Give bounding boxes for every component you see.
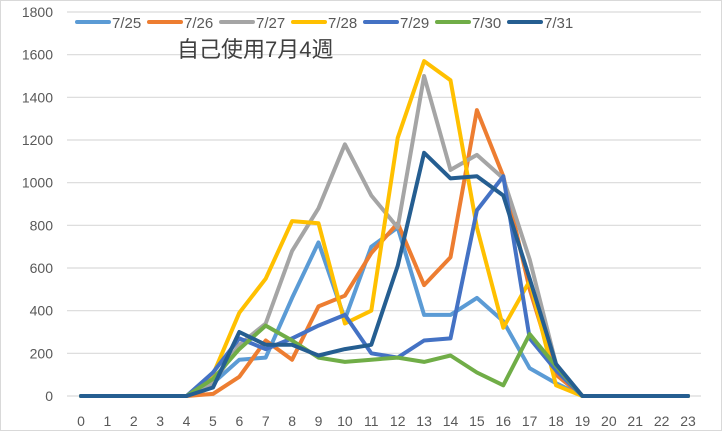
y-tick-label: 1400 bbox=[22, 89, 53, 105]
x-tick-label: 20 bbox=[601, 413, 617, 429]
series-line-7-30 bbox=[79, 323, 690, 398]
x-tick-label: 6 bbox=[235, 413, 243, 429]
y-tick-label: 1200 bbox=[22, 132, 53, 148]
legend-label: 7/25 bbox=[112, 15, 141, 32]
legend-label: 7/31 bbox=[544, 15, 573, 32]
x-tick-label: 11 bbox=[364, 413, 379, 429]
data-series-lines bbox=[79, 59, 690, 398]
gridlines bbox=[67, 11, 701, 397]
x-tick-label: 16 bbox=[495, 413, 511, 429]
chart-legend: 7/25 7/26 7/27 7/28 7/29 7/30 7/31 bbox=[75, 15, 573, 32]
x-tick-label: 4 bbox=[183, 413, 191, 429]
y-axis-labels: 0 200 400 600 800 1000 1200 1400 1600 1800 bbox=[22, 4, 53, 404]
legend-label: 7/30 bbox=[472, 15, 501, 32]
x-tick-label: 0 bbox=[77, 413, 85, 429]
series-line-7-28 bbox=[79, 59, 690, 398]
x-tick-label: 5 bbox=[209, 413, 217, 429]
x-tick-label: 18 bbox=[548, 413, 564, 429]
x-tick-label: 13 bbox=[416, 413, 432, 429]
legend-label: 7/29 bbox=[400, 15, 429, 32]
y-tick-label: 1800 bbox=[22, 4, 53, 20]
x-tick-label: 3 bbox=[156, 413, 164, 429]
x-tick-label: 21 bbox=[627, 413, 643, 429]
y-tick-label: 800 bbox=[30, 217, 54, 233]
y-tick-label: 600 bbox=[30, 260, 54, 276]
y-tick-label: 1000 bbox=[22, 175, 53, 191]
chart-title: 自己使用7月4週 bbox=[177, 37, 333, 62]
x-tick-label: 1 bbox=[103, 413, 111, 429]
legend-label: 7/26 bbox=[184, 15, 213, 32]
series-line-7-25 bbox=[79, 225, 690, 398]
x-tick-label: 8 bbox=[288, 413, 296, 429]
series-line-7-31 bbox=[79, 150, 690, 398]
x-tick-label: 15 bbox=[469, 413, 485, 429]
x-tick-label: 10 bbox=[337, 413, 353, 429]
x-tick-label: 19 bbox=[575, 413, 591, 429]
x-tick-label: 7 bbox=[262, 413, 270, 429]
y-tick-label: 1600 bbox=[22, 47, 53, 63]
y-tick-label: 400 bbox=[30, 303, 54, 319]
x-tick-label: 2 bbox=[130, 413, 138, 429]
x-tick-label: 23 bbox=[680, 413, 696, 429]
y-tick-label: 0 bbox=[45, 388, 53, 404]
x-tick-label: 9 bbox=[315, 413, 323, 429]
y-tick-label: 200 bbox=[30, 345, 54, 361]
x-tick-label: 12 bbox=[390, 413, 406, 429]
x-axis-labels: 0 1 2 3 4 5 6 7 8 9 10 11 12 13 14 15 16 17 18 19 20 21 22 23 bbox=[77, 413, 696, 429]
x-tick-label: 14 bbox=[443, 413, 459, 429]
x-tick-label: 22 bbox=[654, 413, 670, 429]
legend-label: 7/28 bbox=[328, 15, 357, 32]
x-tick-label: 17 bbox=[522, 413, 538, 429]
legend-label: 7/27 bbox=[256, 15, 285, 32]
